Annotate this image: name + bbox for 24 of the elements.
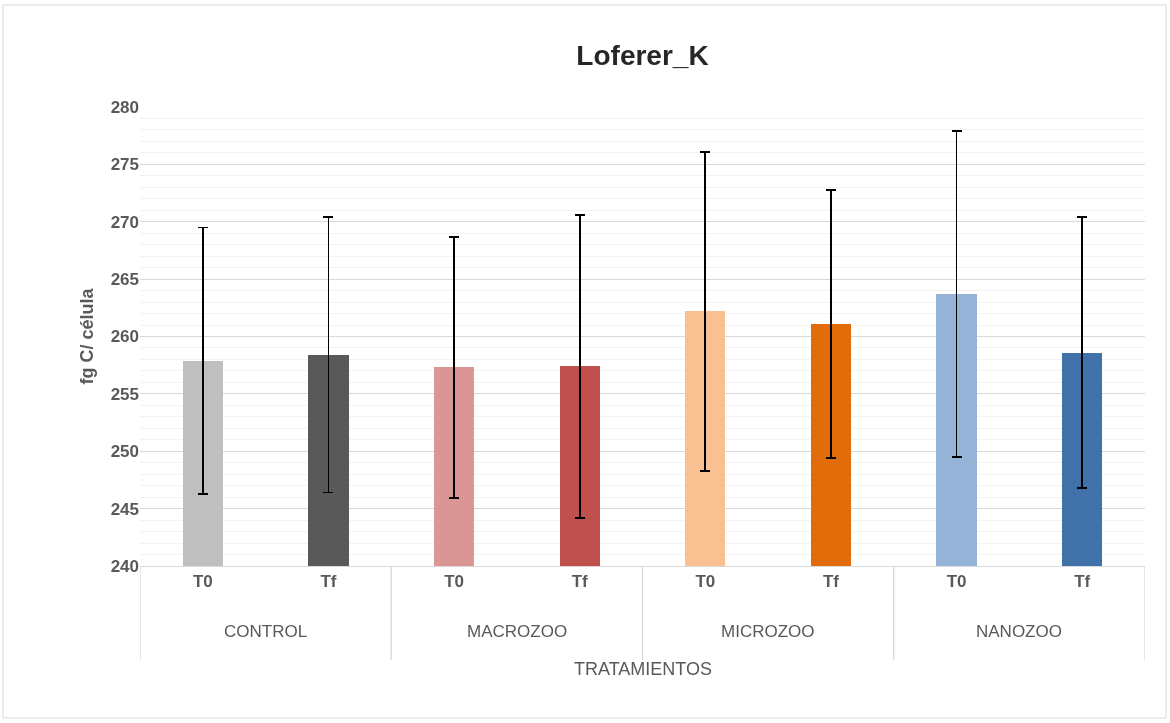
x-axis-title: TRATAMIENTOS — [574, 659, 713, 679]
chart-title: Loferer_K — [576, 39, 709, 71]
y-tick-label: 270 — [110, 212, 139, 232]
y-tick-label: 255 — [110, 384, 139, 404]
x-tick-label: T0 — [444, 572, 464, 592]
text: MACROZOO — [467, 622, 568, 641]
x-tick-label: T0 — [695, 572, 716, 592]
x-tick-label: T0 — [192, 572, 213, 592]
y-tick-label: 265 — [110, 270, 139, 290]
x-tick-label: Tf — [822, 572, 840, 592]
x-tick-label: T0 — [946, 572, 967, 592]
y-tick-label: 240 — [110, 556, 139, 576]
text: CONTROL — [224, 622, 308, 641]
y-tick-label: 275 — [110, 155, 139, 175]
x-tick-label: Tf — [320, 572, 337, 592]
x-tick-label: Tf — [571, 572, 589, 592]
y-tick-label: 280 — [110, 97, 139, 117]
y-tick-label: 260 — [110, 327, 139, 347]
y-tick-label: 250 — [110, 442, 139, 462]
text: NANOZOO — [976, 622, 1062, 641]
text: MICROZOO — [721, 622, 815, 641]
y-axis-title: fg C/ célula — [76, 287, 97, 385]
y-tick-label: 245 — [110, 499, 139, 519]
x-tick-label: Tf — [1074, 572, 1091, 592]
